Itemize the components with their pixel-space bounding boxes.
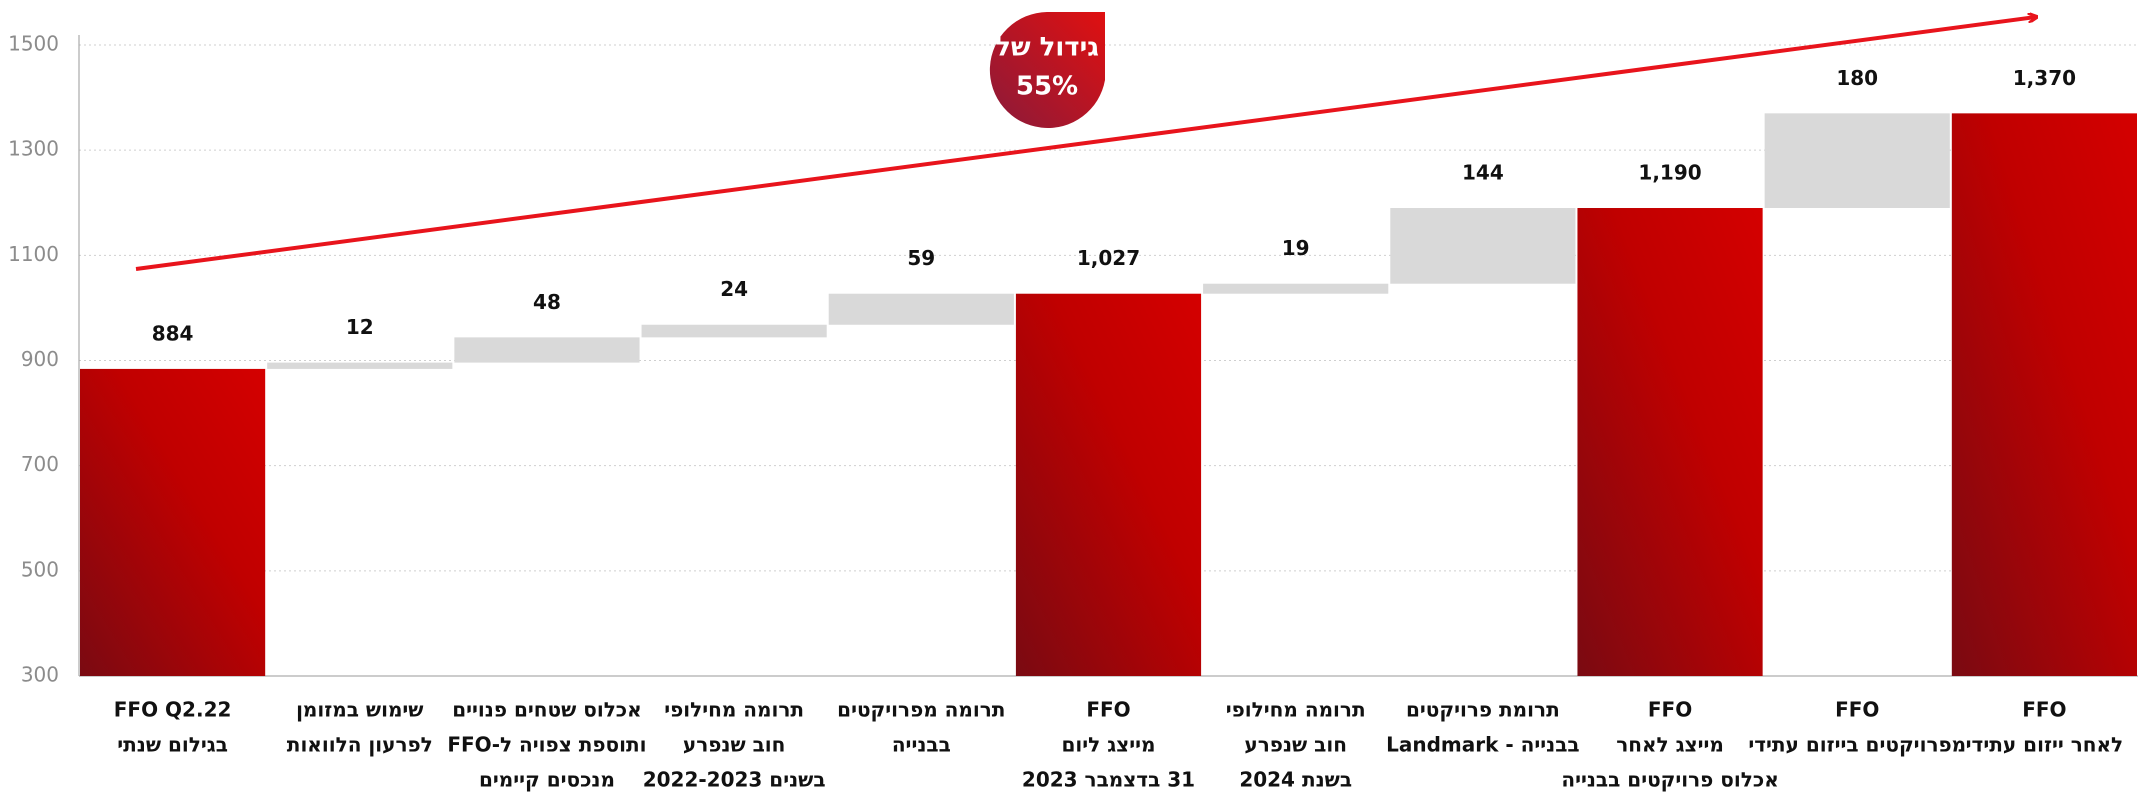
value-label: 180 xyxy=(1836,66,1878,90)
x-tick-label: ותוספת צפויה ל-FFO xyxy=(447,733,646,757)
bar xyxy=(1015,293,1202,676)
y-tick-label: 500 xyxy=(21,557,59,581)
x-tick-label: FFO xyxy=(1086,698,1130,722)
x-tick-label: תרומת פרויקטים xyxy=(1406,698,1560,722)
value-label: 144 xyxy=(1462,161,1504,185)
value-label: 1,190 xyxy=(1638,161,1701,185)
x-tick-label: 31 בדצמבר 2023 xyxy=(1022,768,1195,792)
value-label: 1,027 xyxy=(1077,246,1140,270)
y-tick-label: 900 xyxy=(21,347,59,371)
value-label: 59 xyxy=(907,246,935,270)
value-label: 19 xyxy=(1282,236,1310,260)
value-label: 24 xyxy=(720,277,748,301)
y-tick-label: 1300 xyxy=(8,137,59,161)
bar xyxy=(1577,208,1763,676)
value-label: 48 xyxy=(533,290,561,314)
x-tick-label: תרומה מחילופי xyxy=(664,698,804,722)
bar xyxy=(828,293,1014,325)
annotation: גידול של xyxy=(995,33,1099,63)
x-tick-label: בבנייה - Landmark xyxy=(1386,733,1580,757)
value-label: 884 xyxy=(152,321,194,345)
x-tick-label: חוב שנפרע xyxy=(683,733,786,757)
x-tick-label: תרומה מחילופי xyxy=(1226,698,1366,722)
x-tick-label: שימוש במזומן xyxy=(296,698,423,722)
x-tick-label: אכלוס שטחים פנויים xyxy=(452,698,641,722)
x-tick-label: לפרעון הלוואות xyxy=(287,733,433,757)
bar xyxy=(641,324,827,338)
y-tick-label: 1500 xyxy=(8,32,59,56)
x-tick-label: מייצג ליום xyxy=(1062,733,1156,757)
x-tick-label: בגילום שנתי xyxy=(117,733,228,757)
value-label: 1,370 xyxy=(2013,66,2076,90)
x-tick-label: FFO xyxy=(1648,698,1692,722)
bar xyxy=(454,337,640,363)
x-tick-label: בשנת 2024 xyxy=(1239,768,1352,792)
y-tick-label: 1100 xyxy=(8,242,59,266)
bar xyxy=(1951,113,2137,676)
y-tick-label: 700 xyxy=(21,452,59,476)
x-tick-label: בשנים 2022-2023 xyxy=(643,768,826,792)
bar xyxy=(267,362,453,369)
x-tick-label: תרומה מפרויקטים xyxy=(837,698,1005,722)
bar xyxy=(1764,113,1950,209)
x-tick-label: מייצג לאחר xyxy=(1616,733,1724,757)
annotation-badge xyxy=(989,12,1105,128)
bar xyxy=(1390,208,1576,284)
annotation: 55% xyxy=(1016,72,1078,102)
growth-arrow xyxy=(135,17,2036,271)
x-tick-label: מנכסים קיימים xyxy=(479,768,615,792)
x-tick-label: FFO xyxy=(1835,698,1879,722)
bar xyxy=(80,368,266,676)
x-tick-label: אכלוס פרויקטים בבנייה xyxy=(1561,768,1778,792)
x-tick-label: לאחר ייזום עתידי xyxy=(1966,733,2123,757)
x-tick-label: מפרויקטים בייזום עתידי xyxy=(1748,733,1966,757)
value-label: 12 xyxy=(346,315,374,339)
x-tick-label: FFO Q2.22 xyxy=(114,698,232,722)
x-tick-label: FFO xyxy=(2022,698,2066,722)
y-tick-label: 300 xyxy=(21,663,59,687)
x-tick-label: חוב שנפרע xyxy=(1244,733,1347,757)
x-tick-label: בבנייה xyxy=(892,733,951,757)
bar xyxy=(1203,283,1389,294)
